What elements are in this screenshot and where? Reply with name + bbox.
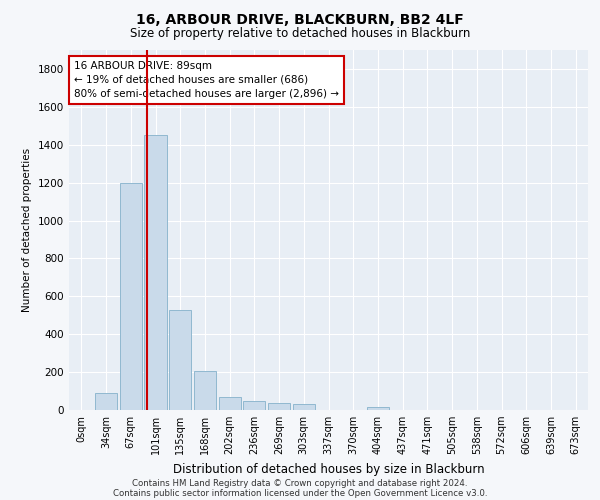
Bar: [194, 371, 216, 410]
Text: Contains HM Land Registry data © Crown copyright and database right 2024.: Contains HM Land Registry data © Crown c…: [132, 478, 468, 488]
Bar: [268, 403, 290, 410]
Bar: [169, 310, 191, 410]
Bar: [218, 396, 241, 410]
Text: 16 ARBOUR DRIVE: 89sqm
← 19% of detached houses are smaller (686)
80% of semi-de: 16 ARBOUR DRIVE: 89sqm ← 19% of detached…: [74, 61, 339, 99]
Text: Contains public sector information licensed under the Open Government Licence v3: Contains public sector information licen…: [113, 488, 487, 498]
Bar: [243, 400, 265, 410]
Text: 16, ARBOUR DRIVE, BLACKBURN, BB2 4LF: 16, ARBOUR DRIVE, BLACKBURN, BB2 4LF: [136, 12, 464, 26]
Bar: [119, 182, 142, 410]
X-axis label: Distribution of detached houses by size in Blackburn: Distribution of detached houses by size …: [173, 462, 484, 475]
Bar: [95, 393, 117, 410]
Text: Size of property relative to detached houses in Blackburn: Size of property relative to detached ho…: [130, 28, 470, 40]
Bar: [145, 136, 167, 410]
Bar: [293, 404, 315, 410]
Bar: [367, 407, 389, 410]
Y-axis label: Number of detached properties: Number of detached properties: [22, 148, 32, 312]
